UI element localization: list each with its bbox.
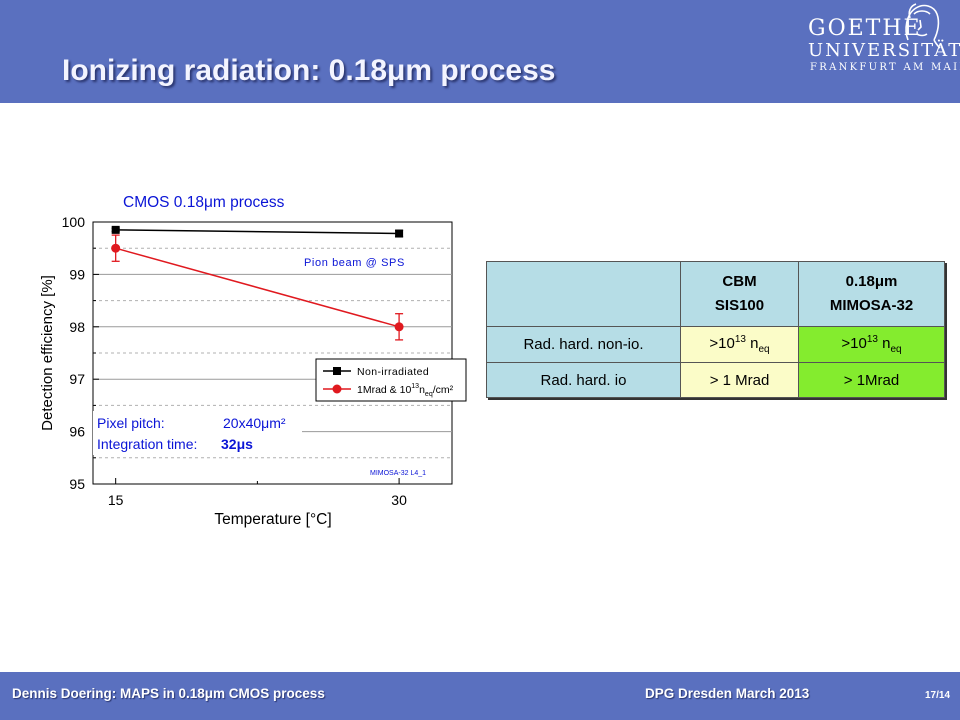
y-tick-label: 95 (69, 476, 85, 492)
comparison-table: CBM SIS100 0.18μm MIMOSA-32 Rad. hard. non… (486, 261, 945, 398)
data-point-square (395, 229, 404, 238)
logo-line-2: UNIVERSITÄT (808, 40, 960, 61)
y-tick-label: 97 (69, 371, 85, 387)
data-series (111, 225, 404, 341)
table-header-cbm: CBM SIS100 (680, 261, 799, 327)
x-axis-label: Temperature [°C] (214, 511, 331, 528)
pitch-label: Pixel pitch: (97, 415, 165, 431)
table-header-mimosa: 0.18μm MIMOSA-32 (798, 261, 945, 327)
cell-cbm-io: > 1 Mrad (680, 362, 799, 398)
sensor-annotation: MIMOSA-32 L4_1 (370, 470, 426, 477)
footer-author-talk: Dennis Doering: MAPS in 0.18μm CMOS proc… (12, 686, 325, 701)
integration-time-value: 32μs (221, 436, 253, 452)
goethe-portrait-icon (905, 3, 941, 49)
footer-conference: DPG Dresden March 2013 (645, 686, 810, 701)
page-number: 17/14 (925, 690, 951, 701)
y-tick-labels: 95 96 97 98 99 100 (62, 214, 86, 492)
series-line-0 (115, 229, 400, 235)
data-point-square (111, 225, 120, 234)
row-label-non-io: Rad. hard. non-io. (486, 326, 681, 363)
data-point-circle (394, 322, 404, 332)
cell-mimosa-io: > 1Mrad (798, 362, 945, 398)
beam-annotation: Pion beam @ SPS (304, 257, 405, 269)
chart-title: CMOS 0.18μm process (123, 194, 285, 211)
legend: Non-irradiated 1Mrad & 1013neq/cm² (315, 358, 467, 402)
legend-box (315, 358, 467, 402)
x-tick-label: 30 (391, 492, 407, 508)
legend-label-nonirradiated: Non-irradiated (357, 366, 429, 378)
series-line-1 (115, 247, 400, 328)
legend-marker-circle (332, 384, 342, 394)
info-box (93, 411, 302, 455)
table-row: Rad. hard. io > 1 Mrad > 1Mrad (486, 362, 945, 398)
y-tick-label: 99 (69, 266, 85, 282)
x-tick-label: 15 (108, 492, 124, 508)
cell-mimosa-non-io: >1013 neq (798, 326, 945, 363)
pitch-value: 20x40μm² (223, 415, 286, 431)
slide-title: Ionizing radiation: 0.18μm process (62, 54, 556, 87)
footer-bar (0, 672, 960, 720)
row-label-io: Rad. hard. io (486, 362, 681, 398)
table-corner-cell (486, 261, 681, 327)
logo-line-3: FRANKFURT AM MAIN (810, 62, 960, 73)
legend-label-irradiated: 1Mrad & 1013neq/cm² (357, 383, 454, 398)
table-row: Rad. hard. non-io. >1013 neq >1013 neq (486, 326, 945, 363)
cell-cbm-non-io: >1013 neq (680, 326, 799, 363)
data-point-circle (111, 243, 121, 253)
y-tick-label: 100 (62, 214, 86, 230)
y-axis-label: Detection efficiency [%] (39, 275, 56, 431)
header-bar (0, 0, 960, 103)
legend-marker-square (333, 367, 341, 375)
logo-line-1: GOETHE (808, 16, 922, 41)
integration-time-label: Integration time: (97, 436, 197, 452)
y-tick-label: 96 (69, 424, 85, 440)
y-tick-label: 98 (69, 319, 85, 335)
table-header-row: CBM SIS100 0.18μm MIMOSA-32 (486, 261, 945, 327)
x-tick-labels: 15 30 (108, 492, 407, 508)
